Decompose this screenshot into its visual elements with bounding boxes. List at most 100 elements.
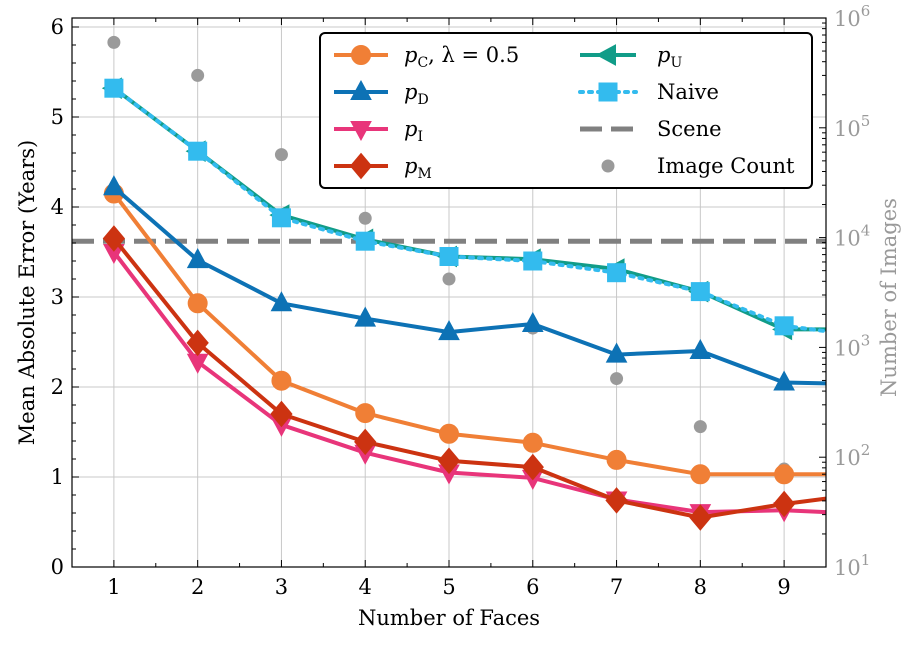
- series-diamond: [102, 225, 826, 531]
- data-point: [438, 320, 460, 341]
- legend-symbol: p: [404, 80, 417, 104]
- data-point: [102, 225, 126, 252]
- y-axis-right-label: Number of Images: [877, 198, 901, 397]
- series-line: [112, 192, 826, 477]
- y-tick-label: 1: [51, 465, 64, 489]
- legend-label: pI: [404, 117, 423, 145]
- legend-marker: [349, 152, 373, 180]
- legend-label: Naive: [657, 80, 719, 104]
- data-point: [689, 338, 712, 359]
- data-point: [186, 248, 209, 269]
- data-point: [354, 306, 377, 327]
- data-point: [104, 78, 124, 98]
- y-right-tick-exponent: 1: [861, 551, 871, 569]
- legend-label: pD: [404, 80, 429, 108]
- legend-label: Scene: [657, 117, 722, 141]
- data-point: [773, 370, 795, 391]
- series-line: [111, 86, 826, 334]
- legend-subscript: C: [417, 55, 428, 71]
- y-right-tick-base: 10: [834, 446, 861, 470]
- data-point: [772, 490, 796, 518]
- data-point: [354, 428, 377, 456]
- y-right-tick-exponent: 6: [861, 2, 871, 20]
- data-point: [690, 464, 711, 485]
- y-right-tick-label: 101: [834, 551, 870, 580]
- legend-subscript: D: [417, 92, 428, 108]
- y-right-tick-base: 10: [834, 117, 861, 141]
- image-count-point: [442, 272, 456, 286]
- y-axis-label: Mean Absolute Error (Years): [15, 140, 39, 445]
- y-right-tick-label: 106: [834, 2, 870, 31]
- data-point: [521, 453, 544, 481]
- data-point: [689, 504, 712, 531]
- legend-symbol: p: [404, 43, 417, 67]
- legend-label: Image Count: [657, 154, 795, 178]
- legend-label: pU: [657, 43, 682, 71]
- data-point: [188, 141, 208, 161]
- x-tick-label: 1: [107, 575, 120, 599]
- data-point: [187, 293, 208, 314]
- y-right-tick-exponent: 2: [861, 441, 871, 459]
- data-point: [607, 263, 627, 283]
- y-tick-label: 5: [51, 105, 64, 129]
- image-count-point: [274, 148, 288, 162]
- data-point: [271, 370, 292, 391]
- x-tick-label: 3: [275, 575, 288, 599]
- data-point: [774, 464, 795, 485]
- y-right-tick-exponent: 5: [861, 112, 871, 130]
- data-point: [521, 311, 544, 332]
- y-right-tick-label: 102: [834, 441, 870, 470]
- data-point: [270, 291, 293, 312]
- data-point: [270, 400, 293, 428]
- series-line: [112, 185, 826, 386]
- x-tick-label: 5: [442, 575, 455, 599]
- legend-subscript: M: [417, 166, 431, 182]
- y-right-tick-exponent: 4: [861, 222, 871, 240]
- legend-swatch-image-count: [601, 159, 615, 173]
- y-right-tick-base: 10: [834, 336, 861, 360]
- legend-label: pC, λ = 0.5: [404, 43, 519, 71]
- legend-symbol: p: [657, 43, 670, 67]
- x-tick-label: 8: [694, 575, 707, 599]
- y-tick-label: 6: [51, 15, 64, 39]
- data-point: [271, 208, 291, 228]
- data-point: [523, 251, 543, 271]
- data-point: [355, 403, 376, 424]
- y-tick-label: 2: [51, 375, 64, 399]
- legend-subscript: I: [417, 129, 423, 145]
- data-point: [605, 342, 628, 363]
- legend-marker: [350, 79, 372, 100]
- legend-symbol: p: [404, 117, 417, 141]
- legend-box: [319, 32, 813, 189]
- y-right-tick-label: 105: [834, 112, 870, 141]
- y-right-tick-label: 103: [834, 331, 870, 360]
- series-square: [104, 78, 826, 336]
- y-right-tick-base: 10: [834, 556, 861, 580]
- y-right-tick-label: 104: [834, 222, 870, 251]
- legend-marker: [595, 44, 616, 66]
- y-right-tick-base: 10: [834, 7, 861, 31]
- y-right-tick-base: 10: [834, 227, 861, 251]
- legend-subscript: U: [670, 55, 682, 71]
- series-line: [112, 237, 826, 520]
- x-tick-label: 2: [191, 575, 204, 599]
- data-point: [355, 231, 375, 251]
- data-point: [103, 175, 125, 196]
- data-point: [522, 432, 543, 453]
- x-axis-label: Number of Faces: [358, 606, 540, 630]
- y-right-tick-exponent: 3: [861, 331, 871, 349]
- legend-suffix: , λ = 0.5: [428, 43, 519, 67]
- legend-marker: [350, 121, 372, 142]
- legend-marker: [598, 82, 618, 102]
- data-point: [439, 423, 459, 444]
- data-point: [690, 282, 710, 302]
- y-tick-label: 4: [51, 195, 64, 219]
- x-tick-label: 6: [526, 575, 539, 599]
- x-tick-label: 9: [777, 575, 790, 599]
- data-point: [774, 316, 794, 336]
- image-count-point: [610, 372, 624, 386]
- data-point: [606, 449, 627, 470]
